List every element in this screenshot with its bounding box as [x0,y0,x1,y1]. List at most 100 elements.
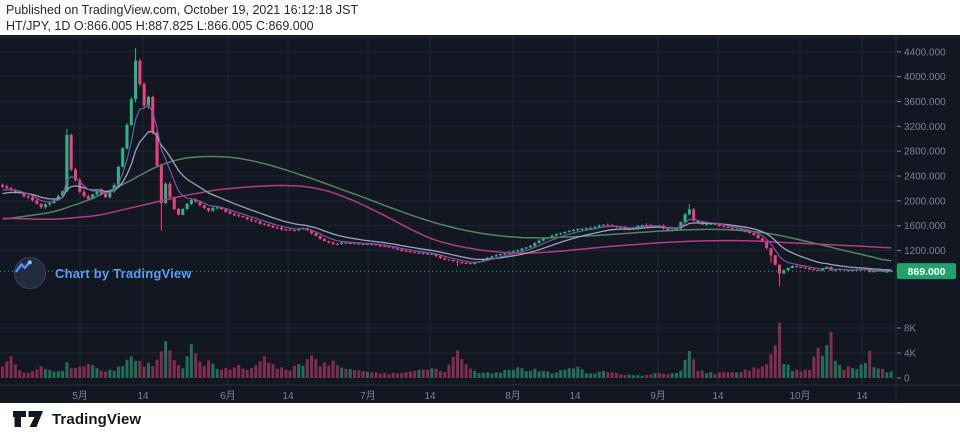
volume-bar [846,366,850,378]
volume-bar [241,368,245,378]
volume-bar [314,359,318,378]
volume-bar [644,374,648,378]
volume-bar [155,359,159,378]
volume-bar [86,363,90,378]
volume-bar [769,354,773,378]
volume-bar [790,371,794,378]
candle-body [576,228,580,231]
candle-body [782,270,786,274]
volume-bar [104,371,108,378]
volume-bar [301,365,305,378]
candle-body [666,228,670,231]
volume-bar [99,370,103,378]
candle-body [786,267,790,271]
candle-body [327,241,331,243]
volume-bar [52,371,56,378]
candle-body [348,242,352,244]
candle-body [456,261,460,263]
candle-body [86,196,90,200]
candle-body [408,251,412,253]
tradingview-17-logo[interactable] [13,411,44,428]
candle-body [142,84,146,106]
candle-body [48,203,52,205]
volume-bar [859,364,863,378]
candlestick-chart-svg[interactable]: 4400.000 4000.000 3600.000 3200.000 2800.000… [0,35,960,403]
volume-bar [245,369,249,378]
volume-bar [365,371,369,378]
candle-body [481,259,485,262]
volume-bar [5,361,9,378]
candle-body [820,268,824,271]
candle-body [249,218,253,221]
candle-body [533,242,537,246]
watermark-label[interactable]: Chart by TradingView [55,265,192,281]
volume-bar [305,358,309,378]
candle-body [159,165,163,204]
candle-body [254,220,258,222]
candle-body [773,255,777,265]
volume-bar [533,368,537,378]
candle-body [803,267,807,269]
volume-bar [91,365,95,378]
volume-bar [705,373,709,378]
candle-body [400,249,404,251]
time-tick-label: 5月 [72,390,88,402]
candle-body [494,255,498,257]
volume-bar [713,374,717,378]
candle-body [232,213,236,216]
candle-body [172,197,176,210]
candle-body [885,271,889,273]
candle-body [687,209,691,215]
volume-bar [657,372,661,378]
tradingview-mountain-icon[interactable] [14,257,46,289]
volume-bar [322,362,326,378]
candle-body [709,223,713,225]
candle-body [335,243,339,245]
candle-body [756,234,760,239]
candle-body [31,197,35,201]
candle-body [344,242,348,244]
volume-bar [833,360,837,378]
candle-body [623,227,627,230]
candle-body [134,60,138,100]
last-price-badge [897,263,956,280]
candle-body [498,254,502,256]
candle-body [778,264,782,274]
price-tick-label: 3600.000 [904,97,946,108]
volume-bar [219,369,223,378]
candle-body [82,191,86,197]
volume-bar [181,368,185,378]
volume-bar [361,370,365,378]
volume-bar [606,372,610,378]
volume-bar [151,365,155,378]
candle-body [78,180,82,192]
candle-body [644,225,648,227]
candle-body [584,228,588,230]
volume-bar [310,355,314,378]
volume-bar [464,364,468,378]
candle-body [353,242,357,244]
candle-body [679,221,683,229]
volume-bar [481,372,485,378]
volume-bar [567,368,571,378]
candle-body [468,263,472,265]
volume-bar [22,372,26,378]
tradingview-brand-text[interactable]: TradingView [52,411,142,428]
mountain-glyph [15,260,32,273]
volume-bar [722,372,726,378]
volume-bar [378,373,382,378]
candle-body [696,220,700,223]
candle-body [207,207,211,211]
chart-by-tradingview-watermark[interactable]: Chart by TradingView [14,257,192,289]
volume-bar [593,373,597,378]
chart-area[interactable]: 4400.000 4000.000 3600.000 3200.000 2800.000… [0,35,960,403]
candle-body [550,235,554,238]
price-tick-label: 4000.000 [904,72,946,83]
volume-bar [267,362,271,378]
candle-body [43,204,47,208]
candle-body [378,244,382,247]
volume-bar [679,370,683,378]
candle-body [443,257,447,260]
candle-body [438,256,442,258]
candle-body [451,260,455,262]
